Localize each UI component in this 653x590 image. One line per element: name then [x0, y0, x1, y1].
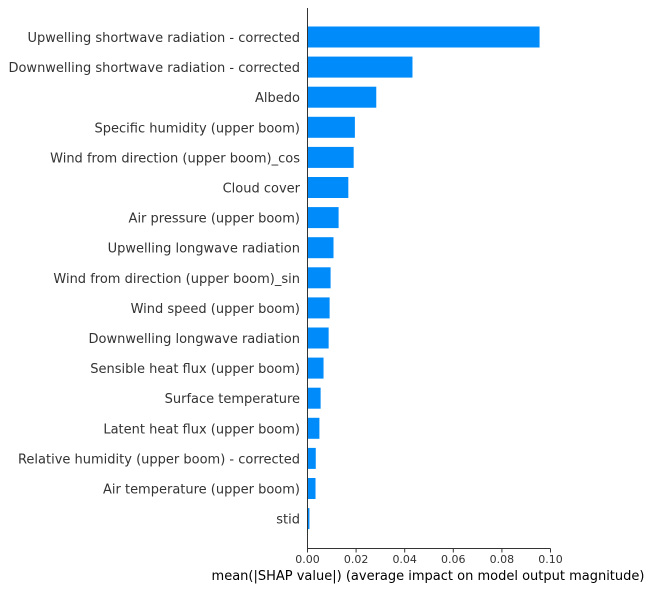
- bar-2: [307, 86, 377, 108]
- bar-14: [307, 447, 316, 469]
- x-tick-label-5: 0.10: [538, 553, 563, 566]
- bar-15: [307, 478, 316, 499]
- category-label-16: stid: [276, 513, 300, 528]
- category-label-11: Sensible heat flux (upper boom): [90, 362, 300, 377]
- bar-0: [307, 26, 540, 48]
- bar-6: [307, 207, 339, 229]
- x-tick-label-0: 0.00: [295, 553, 320, 566]
- category-label-3: Specific humidity (upper boom): [95, 121, 300, 136]
- category-label-9: Wind speed (upper boom): [131, 302, 300, 317]
- category-label-6: Air pressure (upper boom): [129, 212, 300, 227]
- category-label-2: Albedo: [255, 91, 300, 106]
- bar-1: [307, 56, 413, 78]
- bar-3: [307, 116, 355, 138]
- category-label-0: Upwelling shortwave radiation - correcte…: [28, 31, 300, 46]
- bar-16: [307, 508, 310, 530]
- bar-7: [307, 237, 334, 259]
- category-label-7: Upwelling longwave radiation: [108, 242, 300, 257]
- bar-10: [307, 327, 329, 349]
- x-tick-label-4: 0.08: [490, 553, 515, 566]
- x-tick-label-2: 0.04: [392, 553, 417, 566]
- x-tick-label-3: 0.06: [441, 553, 466, 566]
- category-label-8: Wind from direction (upper boom)_sin: [53, 272, 300, 287]
- category-labels: Upwelling shortwave radiation - correcte…: [8, 31, 300, 528]
- bar-12: [307, 387, 321, 409]
- category-label-10: Downwelling longwave radiation: [89, 332, 300, 347]
- category-label-12: Surface temperature: [165, 392, 300, 407]
- bar-8: [307, 267, 331, 289]
- bar-11: [307, 357, 324, 379]
- x-tick-label-1: 0.02: [344, 553, 369, 566]
- category-label-14: Relative humidity (upper boom) - correct…: [18, 452, 300, 467]
- bar-9: [307, 297, 330, 319]
- bar-4: [307, 146, 354, 168]
- category-label-5: Cloud cover: [223, 182, 301, 197]
- x-ticks: 0.00 0.02 0.04 0.06 0.08 0.10: [295, 548, 563, 566]
- category-label-15: Air temperature (upper boom): [103, 483, 300, 498]
- bar-13: [307, 417, 320, 439]
- bars-group: [307, 26, 540, 530]
- category-label-1: Downwelling shortwave radiation - correc…: [8, 61, 300, 76]
- x-axis-title: mean(|SHAP value|) (average impact on mo…: [212, 569, 645, 584]
- bar-5: [307, 177, 349, 198]
- category-label-4: Wind from direction (upper boom)_cos: [50, 151, 300, 166]
- category-label-13: Latent heat flux (upper boom): [103, 422, 300, 437]
